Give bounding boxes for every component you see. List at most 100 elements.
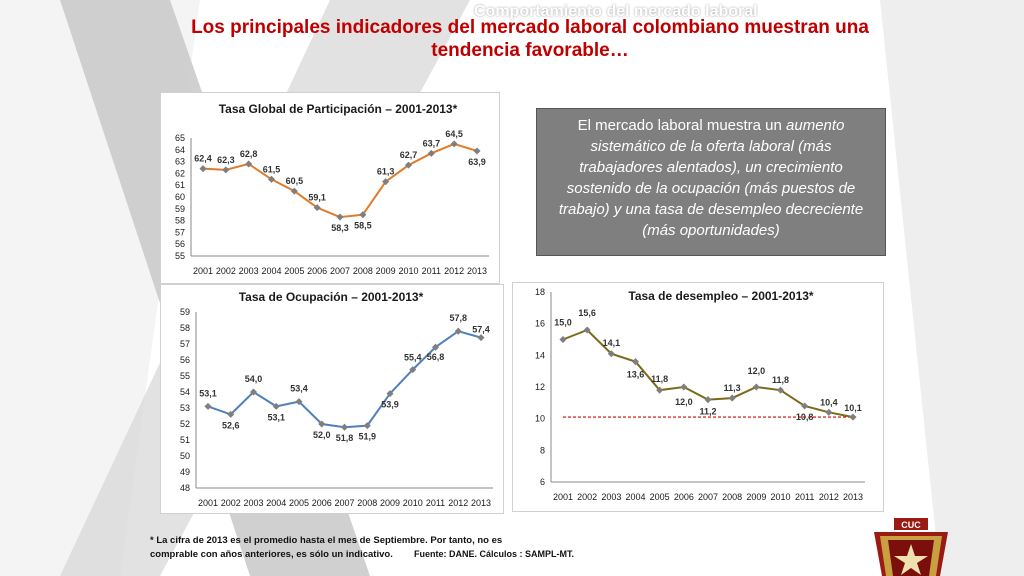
footnote: * La cifra de 2013 es el promedio hasta …	[150, 534, 502, 562]
data-point	[199, 165, 207, 173]
x-tick-label: 2008	[357, 498, 377, 508]
x-tick-label: 2012	[819, 492, 839, 502]
data-point	[477, 334, 485, 342]
y-tick-label: 61	[175, 180, 185, 190]
x-tick-label: 2004	[261, 266, 281, 276]
data-label: 59,1	[308, 193, 326, 203]
data-point	[776, 386, 785, 394]
y-tick-label: 59	[175, 204, 185, 214]
data-point	[559, 335, 567, 344]
y-tick-label: 64	[175, 145, 185, 155]
data-point	[336, 213, 344, 221]
data-label: 55,4	[404, 353, 422, 363]
y-tick-label: 65	[175, 133, 185, 143]
x-tick-label: 2001	[553, 492, 573, 502]
data-point	[849, 413, 857, 421]
x-tick-label: 2011	[795, 492, 814, 502]
data-label: 53,1	[199, 388, 217, 398]
x-tick-label: 2011	[422, 266, 441, 276]
data-point	[272, 402, 280, 410]
x-tick-label: 2010	[398, 266, 418, 276]
chart-desempleo: Tasa de desempleo – 2001-2013* 6 8 10 12 14 16…	[512, 282, 884, 512]
data-label: 54,0	[245, 374, 263, 384]
y-tick-label: 54	[180, 387, 190, 397]
data-label: 56,8	[427, 352, 445, 362]
x-tick-label: 2012	[448, 498, 468, 508]
data-label: 62,3	[217, 155, 235, 165]
chart-ocupacion-svg: Tasa de Ocupación – 2001-2013* 48 49 50 51 52…	[180, 290, 493, 508]
slide-title: Los principales indicadores del mercado …	[191, 17, 869, 61]
data-point	[245, 160, 253, 168]
y-tick-label: 6	[540, 477, 545, 487]
y-tick-label: 12	[535, 382, 545, 392]
data-point	[427, 149, 435, 157]
x-tick-label: 2001	[198, 498, 218, 508]
chart-title-tgp: Tasa Global de Participación – 2001-2013…	[219, 102, 458, 116]
data-point	[631, 358, 640, 366]
data-label: 63,9	[468, 157, 486, 167]
data-point	[409, 366, 417, 374]
y-tick-label: 57	[180, 339, 190, 349]
data-label: 63,7	[423, 138, 441, 148]
x-tick-label: 2008	[722, 492, 742, 502]
x-tick-label: 2012	[444, 266, 464, 276]
y-tick-label: 8	[540, 445, 545, 455]
data-point	[404, 161, 413, 169]
x-tick-label: 2007	[330, 266, 350, 276]
data-label: 10,4	[820, 397, 838, 407]
x-tick-label: 2011	[426, 498, 445, 508]
x-tick-label: 2009	[746, 492, 766, 502]
y-tick-label: 49	[180, 467, 190, 477]
data-point	[204, 402, 212, 410]
y-tick-label: 14	[535, 350, 545, 360]
data-point	[318, 420, 326, 428]
y-tick-label: 57	[175, 227, 185, 237]
data-label: 61,5	[263, 164, 281, 174]
data-point	[249, 388, 258, 396]
footnote-line-1: * La cifra de 2013 es el promedio hasta …	[150, 535, 503, 546]
data-point	[227, 410, 235, 418]
data-label: 53,4	[290, 384, 308, 394]
data-label: 52,6	[222, 420, 240, 430]
data-label: 12,0	[748, 366, 766, 376]
data-point	[386, 390, 394, 398]
y-tick-label: 53	[180, 403, 190, 413]
x-tick-label: 2005	[650, 492, 670, 502]
data-label: 61,3	[377, 167, 395, 177]
data-point	[222, 166, 230, 174]
x-tick-label: 2013	[843, 492, 863, 502]
data-point	[450, 140, 458, 148]
y-tick-label: 18	[535, 287, 545, 297]
y-tick-label: 51	[180, 435, 190, 445]
y-tick-label: 58	[180, 323, 190, 333]
x-tick-label: 2010	[403, 498, 423, 508]
data-label: 57,8	[449, 313, 467, 323]
x-tick-label: 2003	[243, 498, 263, 508]
data-point	[473, 147, 481, 155]
data-label: 12,0	[675, 397, 693, 407]
data-point	[267, 175, 276, 183]
chart-title-desempleo: Tasa de desempleo – 2001-2013*	[628, 289, 814, 303]
data-label: 51,8	[336, 433, 354, 443]
data-point	[680, 383, 688, 391]
info-text: El mercado laboral muestra un	[577, 117, 787, 134]
data-point	[295, 398, 303, 406]
y-tick-label: 10	[535, 414, 545, 424]
y-tick-label: 60	[175, 192, 185, 202]
data-label: 10,8	[796, 412, 814, 422]
data-label: 51,9	[358, 432, 376, 442]
y-tick-label: 63	[175, 157, 185, 167]
x-tick-label: 2008	[353, 266, 373, 276]
x-tick-label: 2003	[601, 492, 621, 502]
x-tick-label: 2004	[266, 498, 286, 508]
y-tick-label: 55	[175, 251, 185, 261]
data-label: 13,6	[627, 370, 645, 380]
data-point	[382, 178, 390, 186]
y-tick-label: 58	[175, 216, 185, 226]
data-label: 15,6	[578, 308, 596, 318]
y-tick-label: 16	[535, 319, 545, 329]
chart-title-ocupacion: Tasa de Ocupación – 2001-2013*	[239, 290, 424, 304]
data-label: 11,8	[651, 374, 668, 384]
chart-ocupacion: Tasa de Ocupación – 2001-2013* 48 49 50 51 52…	[160, 284, 504, 514]
data-label: 52,0	[313, 430, 331, 440]
